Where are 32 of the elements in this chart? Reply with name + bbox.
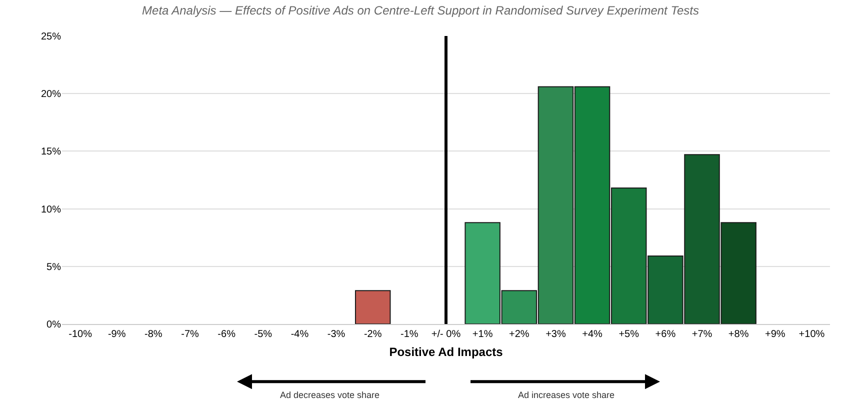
- x-tick-label: +7%: [692, 329, 712, 340]
- y-tick-label: 15%: [40, 146, 62, 158]
- x-tick-label: -8%: [144, 329, 162, 340]
- x-tick-label: -4%: [290, 329, 309, 340]
- x-tick-label: -9%: [108, 329, 126, 340]
- x-tick-label: -5%: [254, 329, 272, 340]
- x-axis-title: Positive Ad Impacts: [389, 344, 504, 359]
- text: Ad increases vote share: [518, 390, 615, 400]
- x-tick-label: +/- 0%: [431, 329, 461, 340]
- x-tick-label: +5%: [618, 329, 640, 340]
- y-tick-label: 10%: [40, 204, 62, 216]
- x-tick-label: +8%: [728, 329, 749, 340]
- y-tick-label: 20%: [40, 89, 62, 100]
- x-tick-label: -3%: [327, 329, 346, 340]
- text: Ad decreases vote share: [280, 390, 380, 400]
- x-tick-label: +10%: [798, 329, 825, 340]
- y-tick-label: 25%: [40, 32, 62, 42]
- x-tick-label: -6%: [218, 329, 236, 340]
- x-tick-label: +4%: [582, 329, 603, 340]
- x-tick-label: -1%: [400, 329, 418, 340]
- y-tick-label: 0%: [46, 320, 62, 330]
- x-tick-label: -7%: [181, 329, 199, 340]
- x-tick-label: -10%: [68, 329, 92, 340]
- x-tick-label: -2%: [364, 329, 382, 340]
- bar: [354, 290, 391, 324]
- y-tick-label: 5%: [46, 262, 62, 273]
- x-tick-label: +2%: [508, 329, 530, 340]
- chart-title: Meta Analysis — Effects of Positive Ads on Centre-Left Support in Randomised Survey Experiment Tests: [142, 3, 699, 18]
- x-tick-label: +1%: [472, 329, 493, 340]
- x-tick-label: +3%: [546, 329, 566, 340]
- x-tick-label: +9%: [764, 329, 786, 340]
- x-tick-label: +6%: [655, 329, 676, 340]
